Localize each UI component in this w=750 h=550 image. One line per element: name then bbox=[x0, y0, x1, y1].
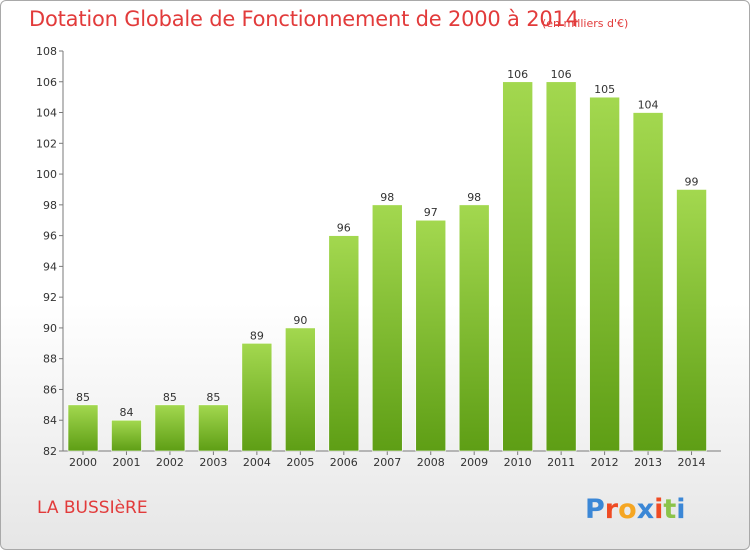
y-tick-label: 88 bbox=[43, 353, 57, 366]
y-tick-label: 106 bbox=[36, 76, 57, 89]
bar bbox=[67, 404, 99, 452]
logo-letter: o bbox=[618, 494, 637, 525]
bar-value-label: 96 bbox=[337, 222, 351, 235]
logo-letter: i bbox=[654, 494, 663, 525]
bar bbox=[111, 419, 142, 452]
bar bbox=[632, 112, 664, 452]
chart-title: Dotation Globale de Fonctionnement de 20… bbox=[29, 7, 579, 31]
bar bbox=[371, 204, 403, 452]
y-tick-label: 96 bbox=[43, 230, 57, 243]
chart-bars: 85 84 85 85 89 90 96 98 97 98 106 106 105 104 99 bbox=[67, 68, 707, 452]
bar bbox=[285, 327, 316, 452]
bar-value-label: 97 bbox=[424, 206, 438, 219]
logo-letter: r bbox=[605, 494, 619, 525]
y-tick-label: 84 bbox=[43, 414, 57, 427]
bar-value-label: 99 bbox=[685, 175, 699, 188]
bar-value-label: 89 bbox=[250, 329, 264, 342]
y-tick-label: 98 bbox=[43, 199, 57, 212]
x-tick-label: 2010 bbox=[504, 456, 532, 469]
x-tick-label: 2009 bbox=[460, 456, 488, 469]
bar-value-label: 84 bbox=[119, 406, 133, 419]
x-tick-label: 2007 bbox=[373, 456, 401, 469]
x-tick-label: 2008 bbox=[417, 456, 445, 469]
bar bbox=[458, 204, 490, 452]
x-tick-label: 2002 bbox=[156, 456, 184, 469]
bar bbox=[154, 404, 186, 452]
y-tick-label: 104 bbox=[36, 107, 57, 120]
chart-axes: 82 84 86 88 90 92 94 96 98 100 102 104 106 108 2000 200… bbox=[36, 45, 721, 469]
bar-value-label: 104 bbox=[638, 99, 659, 112]
bar-value-label: 85 bbox=[163, 391, 177, 404]
bar bbox=[545, 81, 577, 452]
logo-letter: i bbox=[676, 494, 685, 525]
x-tick-label: 2012 bbox=[591, 456, 619, 469]
bar-value-label: 98 bbox=[380, 191, 394, 204]
bar-value-label: 85 bbox=[76, 391, 90, 404]
logo-letter: x bbox=[637, 494, 654, 525]
y-tick-label: 90 bbox=[43, 322, 57, 335]
x-tick-label: 2013 bbox=[634, 456, 662, 469]
bar-value-label: 106 bbox=[551, 68, 572, 81]
x-tick-label: 2014 bbox=[678, 456, 706, 469]
proxiti-logo: Proxiti bbox=[585, 494, 686, 525]
bar-value-label: 85 bbox=[206, 391, 220, 404]
bar-value-label: 98 bbox=[467, 191, 481, 204]
bar bbox=[502, 81, 533, 452]
y-tick-label: 92 bbox=[43, 291, 57, 304]
y-tick-label: 102 bbox=[36, 137, 57, 150]
bar bbox=[328, 235, 360, 452]
chart-subtitle: (en milliers d'€) bbox=[542, 17, 629, 30]
svg-text:Proxiti: Proxiti bbox=[585, 494, 686, 525]
logo-letter: P bbox=[585, 494, 605, 525]
bar bbox=[676, 189, 707, 452]
x-tick-label: 2005 bbox=[286, 456, 314, 469]
bar bbox=[198, 404, 229, 452]
y-tick-label: 82 bbox=[43, 445, 57, 458]
bar bbox=[241, 343, 273, 452]
y-tick-label: 94 bbox=[43, 260, 57, 273]
x-tick-label: 2006 bbox=[330, 456, 358, 469]
bar bbox=[415, 219, 447, 452]
y-tick-label: 108 bbox=[36, 45, 57, 58]
bar bbox=[589, 96, 620, 452]
bar-value-label: 106 bbox=[507, 68, 528, 81]
x-tick-label: 2000 bbox=[69, 456, 97, 469]
y-tick-label: 100 bbox=[36, 168, 57, 181]
commune-name: LA BUSSIèRE bbox=[37, 498, 148, 518]
bar-value-label: 105 bbox=[594, 83, 615, 96]
logo-letter: t bbox=[663, 494, 676, 525]
y-tick-label: 86 bbox=[43, 383, 57, 396]
x-tick-label: 2011 bbox=[547, 456, 575, 469]
x-tick-label: 2001 bbox=[112, 456, 140, 469]
x-tick-label: 2004 bbox=[243, 456, 271, 469]
x-tick-label: 2003 bbox=[199, 456, 227, 469]
bar-value-label: 90 bbox=[293, 314, 307, 327]
